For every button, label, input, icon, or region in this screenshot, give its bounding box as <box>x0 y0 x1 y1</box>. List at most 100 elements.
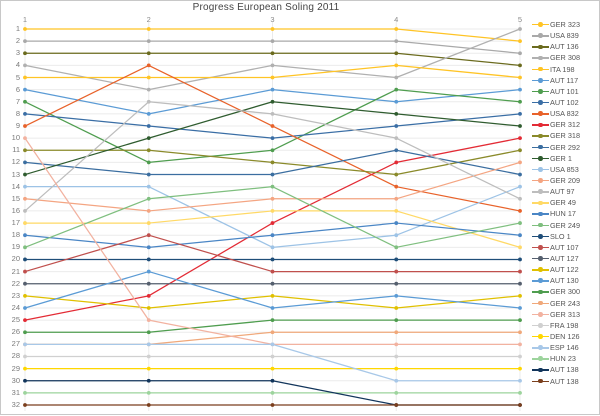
legend-color-swatch <box>532 287 549 296</box>
legend-color-swatch <box>532 187 549 196</box>
legend-item[interactable]: GER 318 <box>532 130 600 141</box>
legend-item[interactable]: AUT 101 <box>532 86 600 97</box>
series-line <box>23 160 522 213</box>
legend-item[interactable]: AUT 97 <box>532 186 600 197</box>
legend-item-label: AUT 117 <box>550 75 579 85</box>
legend-color-swatch <box>532 276 549 285</box>
y-axis-tick-label: 13 <box>11 169 20 179</box>
y-axis-tick-label: 15 <box>11 193 20 203</box>
y-axis-tick-label: 26 <box>11 327 20 337</box>
legend-item[interactable]: HUN 23 <box>532 353 600 364</box>
legend-color-swatch <box>532 109 549 118</box>
y-axis-tick-label: 29 <box>11 363 20 373</box>
legend-color-swatch <box>532 131 549 140</box>
legend-color-swatch <box>532 310 549 319</box>
series-line <box>23 221 522 250</box>
legend-item[interactable]: GER 312 <box>532 119 600 130</box>
legend-color-swatch <box>532 354 549 363</box>
legend-item-label: AUT 102 <box>550 98 579 108</box>
y-axis-tick-label: 30 <box>11 375 20 385</box>
series-line <box>23 403 522 407</box>
y-axis-tick-label: 9 <box>15 121 20 131</box>
y-axis-tick-label: 11 <box>12 145 20 155</box>
y-axis-tick-label: 6 <box>15 84 20 94</box>
legend-item[interactable]: AUT 138 <box>532 376 600 387</box>
legend-item[interactable]: ESP 146 <box>532 342 600 353</box>
x-axis-tick-label: 5 <box>517 15 523 24</box>
legend-color-swatch <box>532 143 549 152</box>
legend-item-label: USA 832 <box>550 109 579 119</box>
legend-item[interactable]: GER 243 <box>532 298 600 309</box>
legend-item[interactable]: SLO 1 <box>532 231 600 242</box>
y-axis-tick-label: 23 <box>11 290 20 300</box>
legend-color-swatch <box>532 332 549 341</box>
legend-item[interactable]: GER 300 <box>532 286 600 297</box>
legend-item[interactable]: GER 249 <box>532 220 600 231</box>
legend-item[interactable]: GER 292 <box>532 142 600 153</box>
legend-item-label: HUN 17 <box>550 209 576 219</box>
y-axis-tick-label: 14 <box>11 181 20 191</box>
legend-color-swatch <box>532 20 549 29</box>
series-line <box>23 99 522 213</box>
y-axis-tick-label: 3 <box>15 48 20 58</box>
legend-item-label: SLO 1 <box>550 231 571 241</box>
legend-item[interactable]: AUT 130 <box>532 275 600 286</box>
legend-item-label: ESP 146 <box>550 343 579 353</box>
legend-item-label: HUN 23 <box>550 354 576 364</box>
legend-item[interactable]: HUN 17 <box>532 208 600 219</box>
legend-item-label: DEN 126 <box>550 332 580 341</box>
y-axis-tick-label: 24 <box>11 302 20 312</box>
y-axis-tick-label: 10 <box>11 133 20 143</box>
legend-color-swatch <box>532 176 549 185</box>
legend-item[interactable]: GER 49 <box>532 197 600 208</box>
legend-item[interactable]: GER 308 <box>532 52 600 63</box>
series-line <box>23 27 522 44</box>
legend-item-label: USA 853 <box>550 164 579 174</box>
series-line <box>23 87 522 165</box>
legend-item[interactable]: GER 313 <box>532 309 600 320</box>
y-axis-tick-label: 12 <box>11 157 20 167</box>
legend-item-label: AUT 101 <box>550 86 579 96</box>
legend-item-label: AUT 138 <box>550 365 579 375</box>
legend-item[interactable]: FRA 198 <box>532 320 600 331</box>
legend-item[interactable]: GER 1 <box>532 153 600 164</box>
legend-color-swatch <box>532 243 549 252</box>
legend-item[interactable]: AUT 127 <box>532 253 600 264</box>
y-axis-tick-label: 31 <box>11 387 20 397</box>
legend-item[interactable]: GER 323 <box>532 19 600 30</box>
legend-color-swatch <box>532 53 549 62</box>
series-line <box>23 63 522 80</box>
legend-item-label: GER 1 <box>550 153 572 163</box>
legend-item[interactable]: AUT 117 <box>532 75 600 86</box>
legend-item[interactable]: AUT 102 <box>532 97 600 108</box>
legend-item-label: AUT 138 <box>550 376 579 386</box>
series-line <box>23 257 522 262</box>
legend-item[interactable]: ITA 198 <box>532 64 600 75</box>
legend-item-label: AUT 130 <box>550 276 579 286</box>
legend-item-label: GER 312 <box>550 120 581 130</box>
legend-item[interactable]: DEN 126 <box>532 331 600 342</box>
legend-color-swatch <box>532 299 549 308</box>
series-line <box>23 281 522 286</box>
series-lines <box>23 27 522 407</box>
y-axis-tick-label: 22 <box>11 278 20 288</box>
legend-item[interactable]: AUT 122 <box>532 264 600 275</box>
legend-item[interactable]: AUT 138 <box>532 364 600 375</box>
legend-color-swatch <box>532 343 549 352</box>
x-axis-tick-label: 1 <box>22 15 28 24</box>
plot-area: 1 2 3 4 5 6 7 8 9 10 11 12 13 14 15 16 17 18 19 20 21 22 23 24 2… <box>1 1 533 416</box>
legend-item[interactable]: USA 839 <box>532 30 600 41</box>
line-chart-svg <box>23 21 522 411</box>
series-line <box>23 269 522 310</box>
series-line <box>23 112 522 141</box>
legend-item[interactable]: AUT 136 <box>532 41 600 52</box>
legend-item[interactable]: AUT 107 <box>532 242 600 253</box>
legend-item[interactable]: USA 853 <box>532 164 600 175</box>
y-axis-tick-label: 32 <box>11 400 20 409</box>
legend-item-label: AUT 122 <box>550 265 579 275</box>
series-line <box>23 184 522 250</box>
y-axis-tick-label: 5 <box>15 72 20 82</box>
legend-item[interactable]: USA 832 <box>532 108 600 119</box>
series-line <box>23 354 522 359</box>
legend-item[interactable]: GER 209 <box>532 175 600 186</box>
